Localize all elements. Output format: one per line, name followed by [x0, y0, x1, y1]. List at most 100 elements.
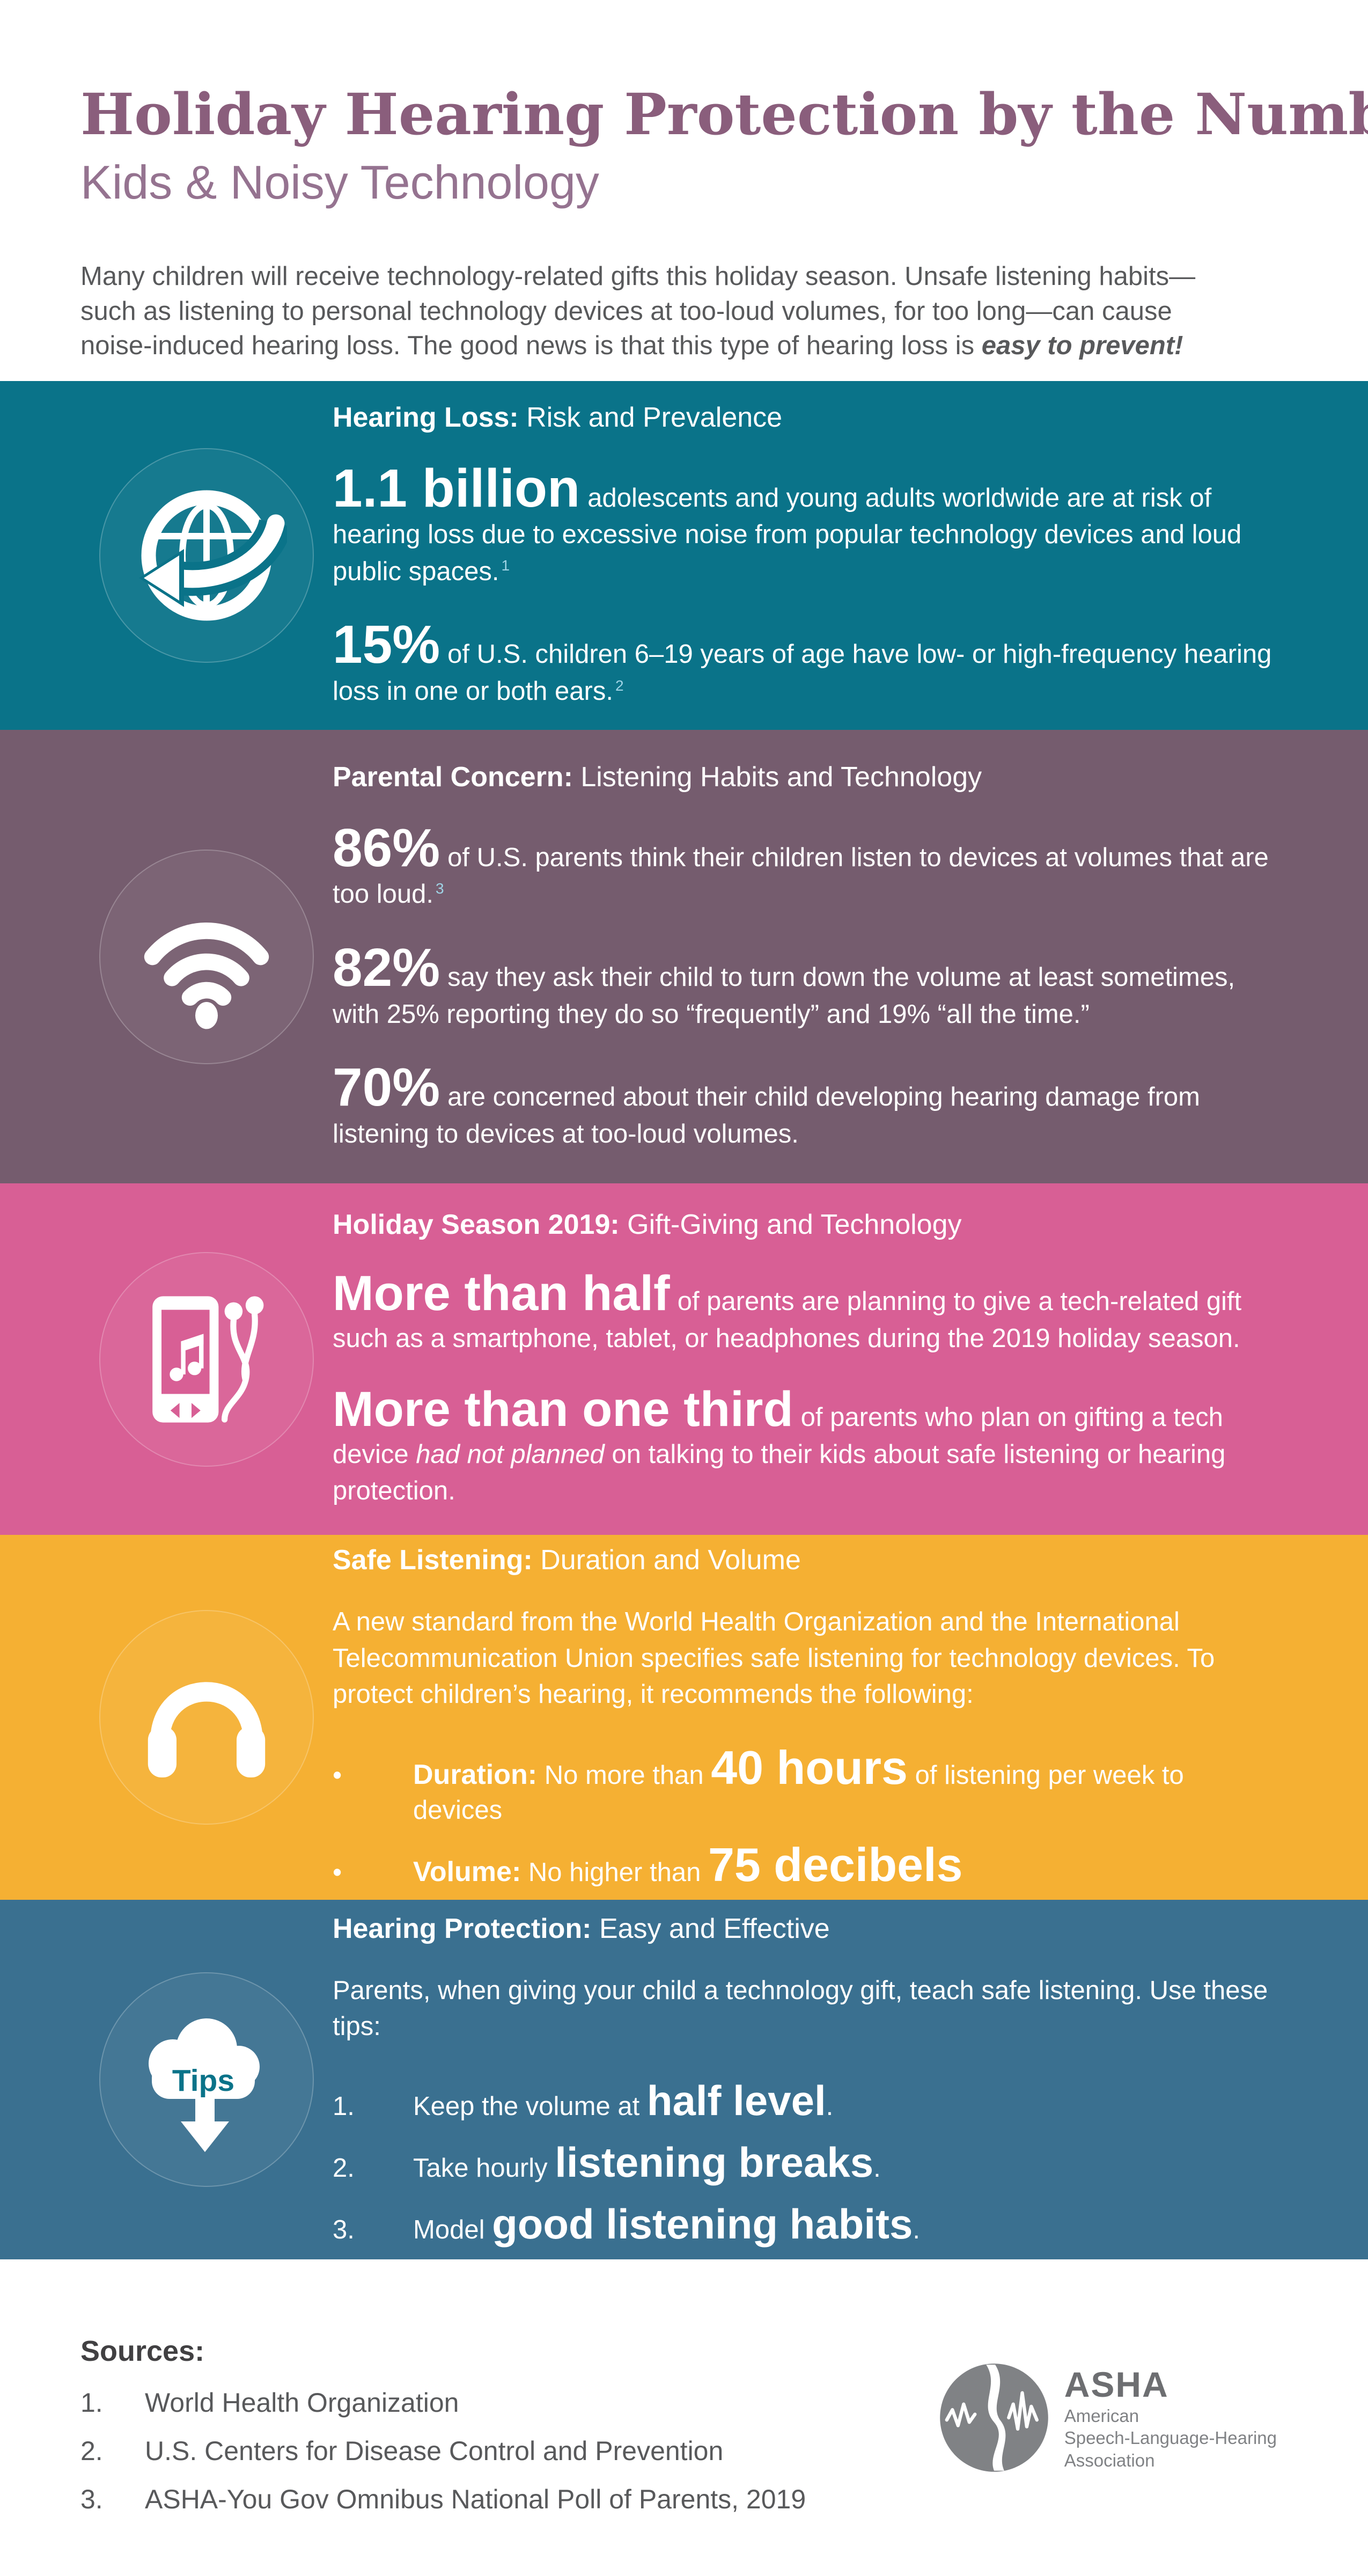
stat-82-percent: 82% say they ask their child to turn down… [333, 941, 1277, 1033]
tip-text: Take hourly listening breaks. [413, 2141, 881, 2185]
stat-big-number: 15% [333, 614, 440, 675]
tip-number: 1. [333, 2091, 355, 2121]
hearing-protection-icon-col: Tips [80, 1972, 333, 2187]
wifi-icon [144, 922, 269, 1029]
source-ref: 1 [501, 557, 510, 574]
stat-big-number: 82% [333, 937, 440, 998]
tip-pre: Model [413, 2215, 492, 2245]
heading-bold: Hearing Loss: [333, 401, 519, 433]
stat-big-number: 1.1 billion [333, 458, 580, 518]
tips-list: 1. Keep the volume at half level. 2. Tak… [333, 2080, 1277, 2247]
section-heading: Holiday Season 2019: Gift-Giving and Tec… [333, 1209, 1277, 1241]
source-text: World Health Organization [145, 2388, 459, 2418]
source-number: 3. [80, 2484, 103, 2514]
list-item-duration: • Duration: No more than 40 hours of lis… [333, 1744, 1277, 1827]
page-subtitle: Kids & Noisy Technology [80, 156, 599, 209]
tip-item-3: 3. Model good listening habits. [333, 2203, 1277, 2246]
headphones-icon [148, 1682, 266, 1777]
stat-1-1-billion: 1.1 billion adolescents and young adults … [333, 462, 1277, 590]
heading-rest: Duration and Volume [532, 1545, 801, 1576]
tip-item-1: 1. Keep the volume at half level. [333, 2080, 1277, 2123]
source-ref: 2 [615, 677, 624, 694]
section-heading: Safe Listening: Duration and Volume [333, 1544, 1277, 1576]
parental-concern-content: Parental Concern: Listening Habits and T… [333, 761, 1277, 1153]
globe-arrow-icon [139, 490, 287, 621]
stat-text: say they ask their child to turn down th… [333, 962, 1235, 1029]
stat-more-than-one-third: More than one third of parents who plan o… [333, 1385, 1277, 1510]
icon-circle: Tips [99, 1972, 314, 2187]
heading-rest: Risk and Prevalence [518, 401, 783, 433]
asha-line-3: Association [1064, 2450, 1155, 2470]
asha-line-2: Speech-Language-Hearing [1064, 2428, 1277, 2448]
tip-number: 3. [333, 2215, 355, 2245]
bullet-pre: No higher than [521, 1858, 708, 1887]
bullet-text: Duration: No more than 40 hours of liste… [413, 1744, 1277, 1827]
stat-big-phrase: More than half [333, 1266, 670, 1321]
intro-emphasis: easy to prevent! [981, 331, 1183, 361]
stat-more-than-half: More than half of parents are planning to… [333, 1269, 1277, 1357]
stat-86-percent: 86% of U.S. parents think their children … [333, 821, 1277, 913]
intro-paragraph: Many children will receive technology-re… [80, 259, 1250, 363]
section-parental-concern: Parental Concern: Listening Habits and T… [0, 730, 1368, 1183]
tip-big-phrase: good listening habits [492, 2200, 913, 2248]
bullet-icon: • [333, 1858, 342, 1887]
source-item-1: 1. World Health Organization [80, 2379, 806, 2427]
hearing-loss-icon-col [80, 448, 333, 663]
section-heading: Hearing Loss: Risk and Prevalence [333, 401, 1277, 434]
heading-rest: Listening Habits and Technology [572, 761, 982, 793]
footer: Sources: 1. World Health Organization 2. U… [0, 2259, 1368, 2523]
source-item-3: 3. ASHA-You Gov Omnibus National Poll of … [80, 2475, 806, 2523]
recommendation-list: • Duration: No more than 40 hours of lis… [333, 1744, 1277, 1891]
music-player-earbuds-icon [152, 1296, 264, 1423]
bullet-big-value: 75 decibels [708, 1838, 963, 1892]
intro-text: Many children will receive technology-re… [80, 262, 1196, 361]
tip-pre: Keep the volume at [413, 2091, 647, 2121]
asha-logo: ASHA American Speech-Language-Hearing As… [938, 2361, 1277, 2474]
hearing-protection-body: Parents, when giving your child a techno… [333, 1975, 1268, 2041]
tip-item-2: 2. Take hourly listening breaks. [333, 2141, 1277, 2185]
asha-acronym: ASHA [1064, 2365, 1169, 2405]
page-title: Holiday Hearing Protection by the Number… [80, 80, 1368, 148]
holiday-season-icon-col [80, 1252, 333, 1467]
heading-bold: Parental Concern: [333, 761, 573, 793]
holiday-season-content: Holiday Season 2019: Gift-Giving and Tec… [333, 1209, 1277, 1510]
tip-post: . [826, 2091, 834, 2121]
asha-line-1: American [1064, 2406, 1139, 2426]
sources-heading: Sources: [80, 2335, 205, 2367]
stat-text: adolescents and young adults worldwide a… [333, 483, 1242, 586]
tip-pre: Take hourly [413, 2153, 555, 2183]
stat-big-number: 70% [333, 1057, 440, 1118]
source-number: 1. [80, 2388, 103, 2418]
safe-listening-icon-col [80, 1610, 333, 1825]
heading-bold: Safe Listening: [333, 1545, 533, 1576]
asha-logo-text: ASHA American Speech-Language-Hearing As… [1064, 2364, 1277, 2471]
source-text: U.S. Centers for Disease Control and Pre… [145, 2436, 724, 2466]
stat-text: of U.S. parents think their children lis… [333, 843, 1269, 909]
heading-bold: Hearing Protection: [333, 1913, 592, 1944]
stat-text: of U.S. children 6–19 years of age have … [333, 640, 1272, 706]
asha-logo-mark-icon [939, 2363, 1048, 2472]
heading-rest: Gift-Giving and Technology [619, 1209, 962, 1241]
source-ref: 3 [436, 880, 444, 897]
stat-text: of parents are planning to give a tech-r… [333, 1287, 1242, 1353]
source-item-2: 2. U.S. Centers for Disease Control and P… [80, 2427, 806, 2475]
stat-italic: had not planned [416, 1439, 605, 1469]
hearing-loss-content: Hearing Loss: Risk and Prevalence 1.1 bi… [333, 401, 1277, 710]
bullet-big-value: 40 hours [711, 1740, 908, 1794]
tips-cloud-arrow-icon: Tips [149, 2018, 260, 2152]
list-item-volume: • Volume: No higher than 75 decibels [333, 1841, 1277, 1891]
bullet-pre: No more than [537, 1760, 711, 1790]
stat-15-percent: 15% of U.S. children 6–19 years of age ha… [333, 618, 1277, 709]
bullet-label: Duration: [413, 1759, 538, 1790]
section-holiday-season: Holiday Season 2019: Gift-Giving and Tec… [0, 1183, 1368, 1535]
tip-big-phrase: listening breaks [555, 2138, 874, 2186]
svg-text:Tips: Tips [172, 2063, 234, 2098]
heading-rest: Easy and Effective [591, 1913, 830, 1944]
section-hearing-loss: Hearing Loss: Risk and Prevalence 1.1 bi… [0, 381, 1368, 730]
section-hearing-protection: Tips Hearing Protection: Easy and Effect… [0, 1900, 1368, 2259]
icon-circle [99, 1610, 314, 1825]
safe-listening-body: A new standard from the World Health Org… [333, 1607, 1215, 1709]
stat-70-percent: 70% are concerned about their child devel… [333, 1060, 1277, 1152]
tip-big-phrase: half level [646, 2076, 826, 2124]
icon-circle [99, 1252, 314, 1467]
